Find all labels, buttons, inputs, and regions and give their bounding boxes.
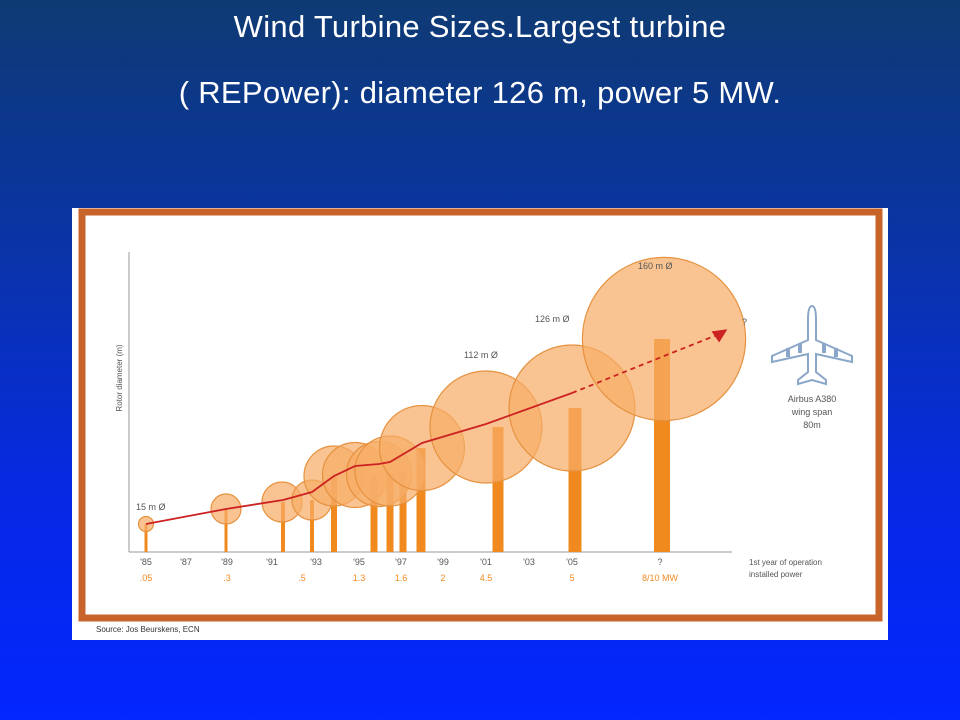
legend-power-label: installed power	[749, 570, 803, 579]
power-tick-label: .3	[223, 573, 231, 583]
turbine-tower	[310, 500, 314, 552]
diameter-label: 160 m Ø	[638, 261, 673, 271]
year-tick-label: '97	[395, 557, 407, 567]
year-tick-label: '99	[437, 557, 449, 567]
legend-year-label: 1st year of operation	[749, 558, 822, 567]
slide-title-line-2: ( REPower): diameter 126 m, power 5 MW.	[178, 75, 782, 110]
year-tick-label: '91	[266, 557, 278, 567]
year-tick-label: '05	[566, 557, 578, 567]
turbine-diagram: Rotor diameter (m) 15 m Ø 112 m Ø 126 m Ø 1…	[78, 208, 883, 622]
turbine-tower	[144, 524, 148, 552]
year-tick-label: '85	[140, 557, 152, 567]
diameter-label: 15 m Ø	[136, 502, 166, 512]
turbine-tower	[331, 476, 337, 552]
year-tick-label: '93	[310, 557, 322, 567]
power-tick-label: 1.3	[353, 573, 366, 583]
power-tick-label: 2	[440, 573, 445, 583]
power-tick-label: .05	[140, 573, 153, 583]
year-tick-label: '89	[221, 557, 233, 567]
year-tick-label: '87	[180, 557, 192, 567]
source-caption: Source: Jos Beurskens, ECN	[96, 625, 200, 634]
projection-trend-line	[571, 332, 723, 394]
turbine-size-figure: Rotor diameter (m) 15 m Ø 112 m Ø 126 m Ø 1…	[72, 208, 888, 640]
airbus-label-line2: wing span	[791, 407, 833, 417]
power-tick-label: 1.6	[395, 573, 408, 583]
arrow-question-mark: ?	[742, 317, 747, 327]
y-axis-label: Rotor diameter (m)	[115, 344, 124, 411]
power-tick-label: 4.5	[480, 573, 493, 583]
power-tick-label: 5	[569, 573, 574, 583]
year-tick-label: ?	[657, 557, 662, 567]
power-tick-label: .5	[298, 573, 306, 583]
year-tick-label: '95	[353, 557, 365, 567]
trend-arrowhead-icon	[711, 329, 728, 343]
turbine-rotor-circle	[581, 256, 747, 422]
power-tick-label: 8/10 MW	[642, 573, 679, 583]
growth-trend-line	[145, 392, 573, 525]
diameter-label: 112 m Ø	[464, 350, 498, 360]
turbine-tower	[224, 509, 228, 552]
turbine-tower	[370, 475, 378, 552]
year-tick-label: '01	[480, 557, 492, 567]
year-tick-label: '03	[523, 557, 535, 567]
airbus-label-line1: Airbus A380	[788, 394, 837, 404]
turbine-tower	[281, 502, 285, 552]
turbine-tower	[492, 427, 504, 552]
turbine-tower	[416, 448, 426, 552]
diameter-label: 126 m Ø	[535, 314, 570, 324]
turbine-tower	[399, 471, 407, 552]
airbus-a380-icon	[771, 304, 853, 386]
slide-title-line-1: Wind Turbine Sizes.Largest turbine	[233, 9, 727, 44]
turbine-tower	[386, 474, 394, 552]
airbus-label-line3: 80m	[803, 420, 821, 430]
